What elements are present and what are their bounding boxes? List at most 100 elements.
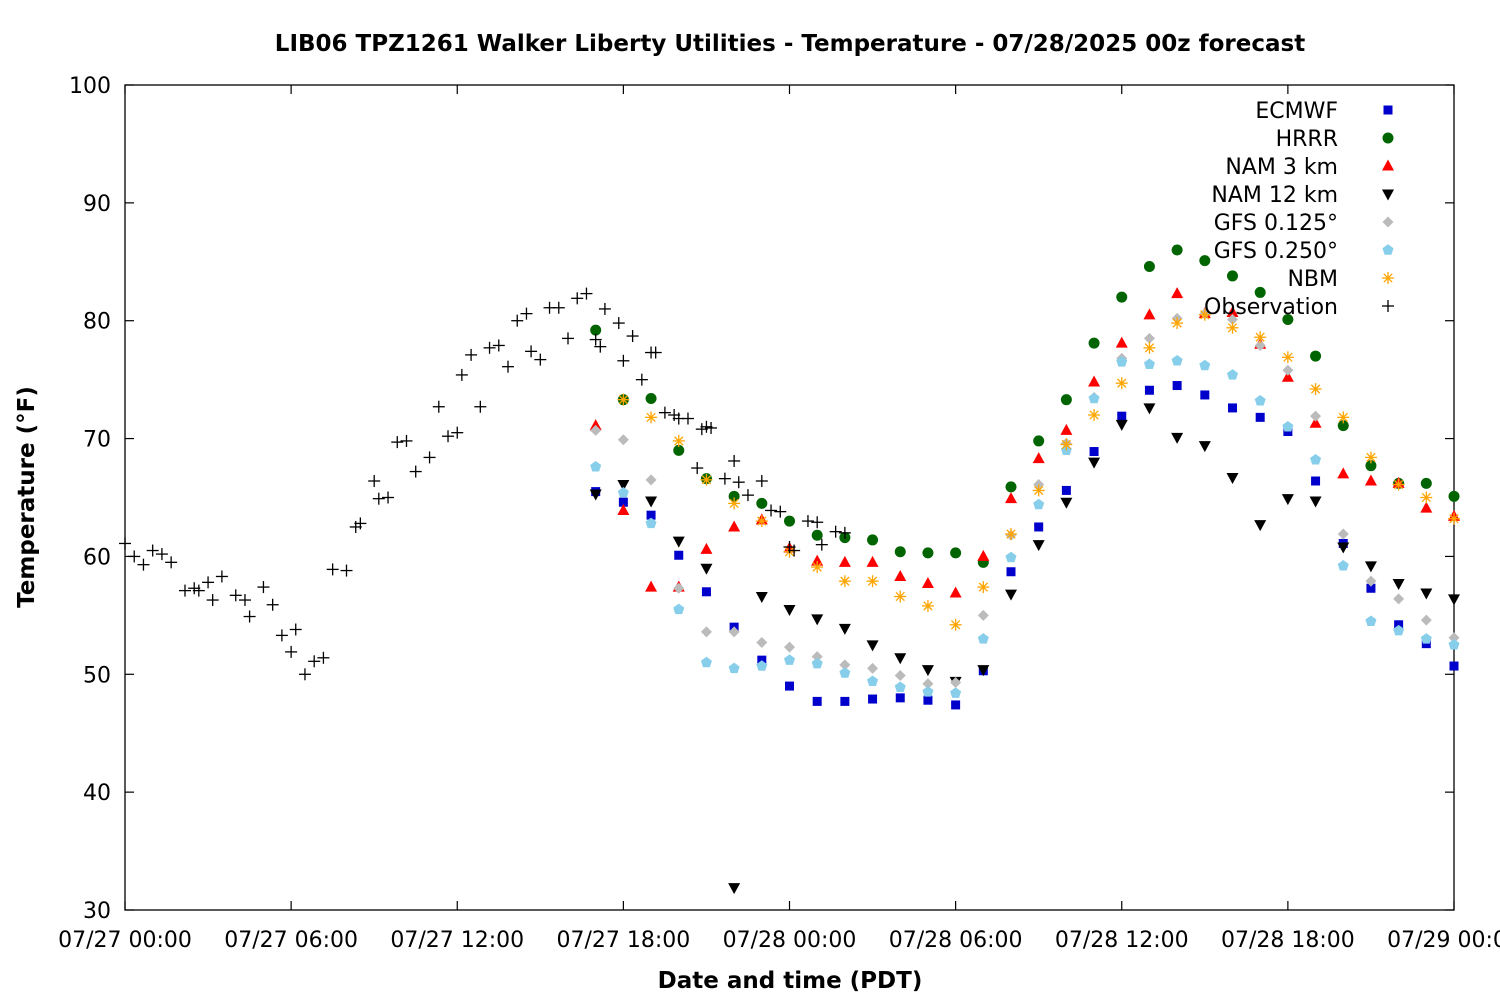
data-point xyxy=(442,430,455,443)
data-point xyxy=(465,348,478,361)
data-point xyxy=(1089,447,1099,457)
data-point xyxy=(649,346,662,359)
data-point xyxy=(1143,308,1156,320)
data-point xyxy=(1116,291,1128,303)
data-point xyxy=(868,694,878,704)
data-point xyxy=(1061,485,1071,495)
data-point xyxy=(317,651,330,664)
data-point xyxy=(275,629,288,642)
data-point xyxy=(756,497,768,509)
data-point xyxy=(589,489,602,501)
data-point xyxy=(266,598,279,611)
legend-marker xyxy=(1382,300,1394,312)
y-tick-label: 60 xyxy=(83,545,111,570)
data-point xyxy=(580,287,593,300)
data-point xyxy=(1282,364,1294,376)
data-point xyxy=(552,301,565,314)
data-point xyxy=(617,393,630,406)
data-point xyxy=(867,662,879,674)
data-point xyxy=(1393,593,1405,605)
data-point xyxy=(1394,620,1404,630)
data-point xyxy=(1228,403,1237,413)
data-point xyxy=(672,536,685,548)
data-point xyxy=(635,373,648,386)
data-point xyxy=(1421,639,1431,649)
data-point xyxy=(1364,474,1377,486)
legend-marker xyxy=(1382,272,1394,284)
data-point xyxy=(1032,540,1045,552)
data-point xyxy=(783,654,796,665)
data-point xyxy=(840,696,850,706)
data-point xyxy=(1254,331,1267,344)
data-point xyxy=(1005,481,1017,493)
data-point xyxy=(589,419,602,431)
data-point xyxy=(474,400,487,413)
data-point xyxy=(756,636,768,648)
data-point xyxy=(1283,427,1293,436)
data-point xyxy=(812,696,822,706)
data-point xyxy=(1034,522,1044,532)
data-point xyxy=(645,496,658,508)
data-point xyxy=(571,292,584,305)
data-point xyxy=(645,393,657,404)
data-point xyxy=(894,569,907,581)
data-point xyxy=(1198,308,1211,321)
data-point xyxy=(894,546,906,558)
data-point xyxy=(921,577,934,589)
data-point xyxy=(700,542,713,554)
data-point xyxy=(977,609,989,621)
data-point xyxy=(128,550,141,563)
data-point xyxy=(626,330,639,343)
data-point xyxy=(1448,490,1460,502)
data-point xyxy=(243,610,256,623)
data-point xyxy=(866,555,879,567)
data-point xyxy=(1227,314,1238,326)
legend-marker xyxy=(1382,189,1394,201)
data-point xyxy=(811,651,823,663)
data-point xyxy=(1088,337,1100,349)
data-point xyxy=(432,400,445,413)
data-point xyxy=(645,580,658,592)
data-point xyxy=(950,687,962,698)
data-point xyxy=(1171,354,1183,366)
data-point xyxy=(1420,588,1433,600)
series-gfs-0-250 xyxy=(590,354,1460,698)
data-point xyxy=(326,563,339,576)
data-point xyxy=(483,341,496,354)
data-point xyxy=(202,576,215,589)
data-point xyxy=(1033,435,1045,447)
data-point xyxy=(215,570,228,583)
legend-entry: Observation xyxy=(1204,295,1394,320)
data-point xyxy=(867,675,879,687)
legend-label: NAM 12 km xyxy=(1211,183,1338,208)
data-point xyxy=(801,515,814,528)
data-point xyxy=(1032,452,1045,464)
x-tick-label: 07/28 00:00 xyxy=(723,928,857,953)
data-point xyxy=(617,480,630,492)
data-point xyxy=(755,475,768,487)
y-tick-label: 90 xyxy=(83,192,111,217)
data-point xyxy=(146,544,159,557)
data-point xyxy=(1448,512,1460,525)
data-point xyxy=(1005,492,1017,504)
data-point xyxy=(949,618,962,631)
data-point xyxy=(1060,423,1073,435)
legend-entry: ECMWF xyxy=(1255,99,1393,124)
data-point xyxy=(1364,451,1377,464)
data-point xyxy=(382,491,395,504)
legend-marker xyxy=(1382,132,1394,144)
data-point xyxy=(589,333,602,346)
data-point xyxy=(165,556,178,569)
data-point xyxy=(755,515,768,528)
data-point xyxy=(1115,336,1128,348)
series-nbm xyxy=(617,308,1460,631)
data-point xyxy=(811,529,823,541)
data-point xyxy=(811,657,823,669)
data-point xyxy=(1393,624,1405,636)
data-point xyxy=(1143,332,1155,344)
data-point xyxy=(1032,484,1045,497)
data-point xyxy=(1448,632,1460,644)
data-point xyxy=(1448,594,1460,606)
legend-entry: NBM xyxy=(1287,267,1394,292)
data-point xyxy=(192,584,205,597)
